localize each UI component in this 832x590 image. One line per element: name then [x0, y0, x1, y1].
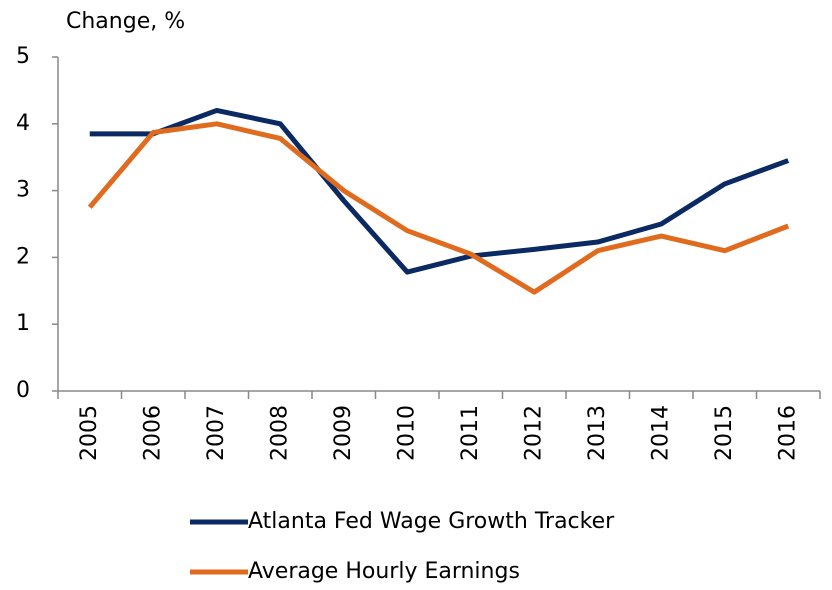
- y-axis-label: Change, %: [66, 9, 185, 34]
- y-tick-label: 2: [16, 244, 30, 269]
- series-line: [89, 107, 790, 275]
- x-tick-label: 2009: [331, 405, 356, 461]
- x-tick-label: 2013: [585, 405, 610, 461]
- x-tick-label: 2011: [458, 405, 483, 461]
- x-tick-label: 2016: [775, 405, 800, 461]
- y-tick-label: 3: [16, 178, 30, 203]
- legend-label: Average Hourly Earnings: [248, 559, 520, 584]
- x-tick-label: 2010: [394, 405, 419, 461]
- y-tick-label: 0: [16, 378, 30, 403]
- x-tick-label: 2008: [267, 405, 292, 461]
- y-tick-label: 1: [16, 311, 30, 336]
- x-tick-label: 2012: [521, 405, 546, 461]
- x-tick-label: 2007: [204, 405, 229, 461]
- x-tick-label: 2014: [648, 405, 673, 461]
- x-tick-label: 2005: [77, 405, 102, 461]
- y-tick-label: 5: [16, 44, 30, 69]
- y-tick-label: 4: [16, 111, 30, 136]
- series-line: [87, 121, 790, 295]
- legend-label: Atlanta Fed Wage Growth Tracker: [248, 509, 615, 534]
- x-tick-label: 2015: [712, 405, 737, 461]
- x-tick-label: 2006: [140, 405, 165, 461]
